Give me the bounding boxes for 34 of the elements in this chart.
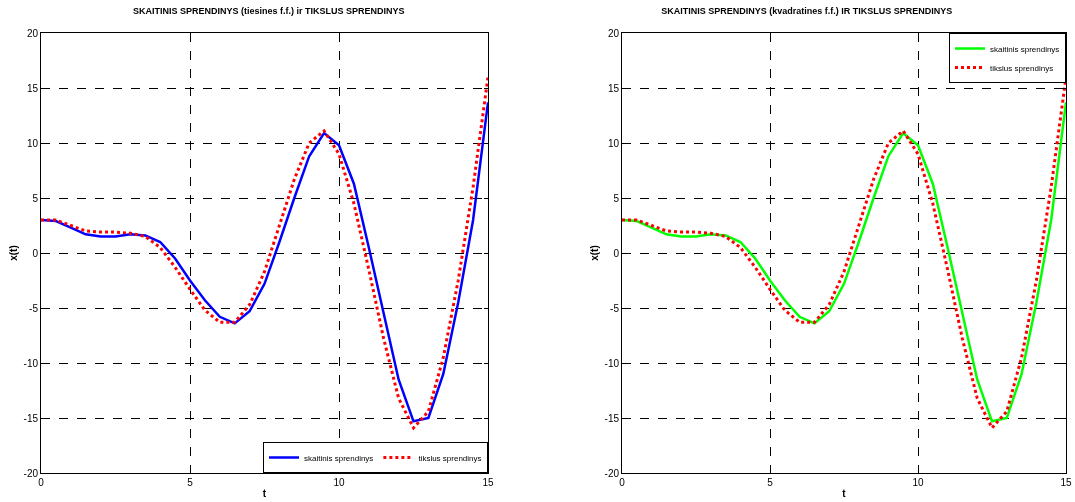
x-tick-label: 10 (911, 477, 924, 488)
y-tick-label: 0 (612, 247, 619, 259)
y-tick-label: 15 (26, 82, 39, 94)
x-tick-label: 5 (766, 477, 773, 488)
x-axis-title: t (841, 487, 846, 499)
y-axis-title: x(t) (588, 245, 600, 261)
y-tick-label: 10 (607, 137, 619, 149)
x-tick-label: 5 (187, 477, 194, 488)
y-tick-label: -5 (29, 302, 39, 314)
y-tick-label: -20 (604, 467, 619, 479)
y-tick-label: -15 (604, 412, 619, 424)
y-tick-label: 20 (607, 27, 619, 39)
y-tick-label: -20 (23, 467, 39, 479)
y-tick-label: 5 (612, 192, 619, 204)
y-tick-label: -10 (23, 357, 39, 369)
x-tick-label: 15 (482, 477, 494, 488)
legend-label: tikslus sprendinys (989, 63, 1053, 73)
x-axis-title: t (262, 487, 267, 499)
y-axis-title: x(t) (7, 245, 19, 261)
y-tick-label: -15 (23, 412, 39, 424)
y-tick-label: -10 (604, 357, 619, 369)
y-tick-label: 20 (26, 27, 39, 39)
x-tick-label: 10 (333, 477, 345, 488)
y-tick-label: -5 (609, 302, 619, 314)
legend-label: skaitinis sprendinys (304, 453, 374, 463)
legend-label: skaitinis sprendinys (989, 44, 1059, 54)
y-tick-label: 5 (32, 192, 39, 204)
chart-title: SKAITINIS SPRENDINYS (tiesines f.f.) ir TIKSLUS SPRENDINYS (132, 5, 405, 16)
y-tick-label: 10 (26, 137, 39, 149)
y-tick-label: 0 (32, 247, 39, 259)
y-tick-label: 15 (607, 82, 619, 94)
chart-title: SKAITINIS SPRENDINYS (kvadratines f.f.) IR TIKSLUS SPRENDINYS (660, 5, 952, 16)
legend-label: tikslus sprendinys (418, 453, 482, 463)
x-tick-label: 15 (1059, 477, 1072, 488)
